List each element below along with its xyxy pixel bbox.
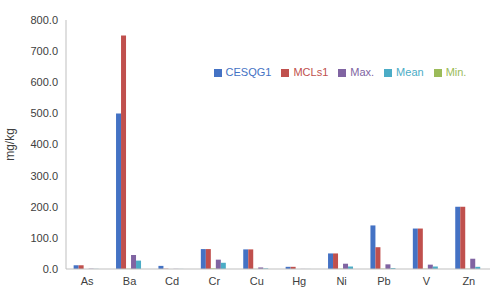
svg-text:700.0: 700.0 xyxy=(30,45,58,57)
svg-text:Hg: Hg xyxy=(292,275,306,287)
svg-text:V: V xyxy=(423,275,431,287)
svg-text:100.0: 100.0 xyxy=(30,232,58,244)
svg-text:As: As xyxy=(81,275,94,287)
svg-text:Ni: Ni xyxy=(336,275,346,287)
svg-text:600.0: 600.0 xyxy=(30,76,58,88)
html-text:Mean: Mean xyxy=(396,66,424,78)
html-text:MCLs1: MCLs1 xyxy=(293,66,329,78)
svg-text:300.0: 300.0 xyxy=(30,170,58,182)
svg-text:mg/kg: mg/kg xyxy=(8,128,17,161)
svg-text:Cd: Cd xyxy=(165,275,179,287)
svg-text:400.0: 400.0 xyxy=(30,138,58,150)
svg-text:500.0: 500.0 xyxy=(30,107,58,119)
svg-text:Ba: Ba xyxy=(123,275,137,287)
svg-text:200.0: 200.0 xyxy=(30,201,58,213)
svg-text:Cr: Cr xyxy=(209,275,221,287)
svg-text:Pb: Pb xyxy=(377,275,390,287)
svg-text:Cu: Cu xyxy=(250,275,264,287)
svg-text:0.0: 0.0 xyxy=(43,263,58,275)
html-text:Min.: Min. xyxy=(445,66,467,78)
html-text:Max.: Max. xyxy=(350,66,375,78)
svg-text:Zn: Zn xyxy=(462,275,475,287)
html-text:CESQG1: CESQG1 xyxy=(225,66,272,78)
svg-text:800.0: 800.0 xyxy=(30,14,58,26)
